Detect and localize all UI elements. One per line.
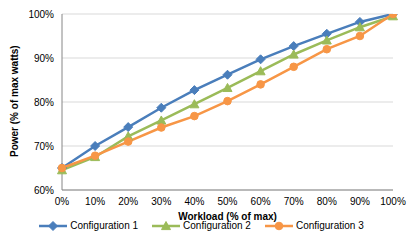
svg-text:10%: 10% <box>85 196 105 207</box>
svg-text:60%: 60% <box>34 185 54 196</box>
svg-text:Workload (% of max): Workload (% of max) <box>178 211 277 222</box>
svg-text:80%: 80% <box>34 97 54 108</box>
svg-text:0%: 0% <box>55 196 70 207</box>
svg-text:80%: 80% <box>317 196 337 207</box>
html-text:Configuration 2: Configuration 2 <box>183 220 251 231</box>
svg-text:70%: 70% <box>34 141 54 152</box>
svg-text:70%: 70% <box>284 196 304 207</box>
html-text:Configuration 3: Configuration 3 <box>295 220 364 231</box>
svg-text:90%: 90% <box>350 196 370 207</box>
svg-text:90%: 90% <box>34 53 54 64</box>
svg-text:50%: 50% <box>217 196 237 207</box>
svg-text:30%: 30% <box>151 196 171 207</box>
html-text:Configuration 1: Configuration 1 <box>70 220 139 231</box>
svg-text:60%: 60% <box>251 196 271 207</box>
svg-text:100%: 100% <box>28 9 54 20</box>
svg-text:20%: 20% <box>118 196 138 207</box>
svg-text:100%: 100% <box>380 196 406 207</box>
svg-text:Power (% of max watts): Power (% of max watts) <box>9 45 20 157</box>
svg-text:40%: 40% <box>184 196 204 207</box>
